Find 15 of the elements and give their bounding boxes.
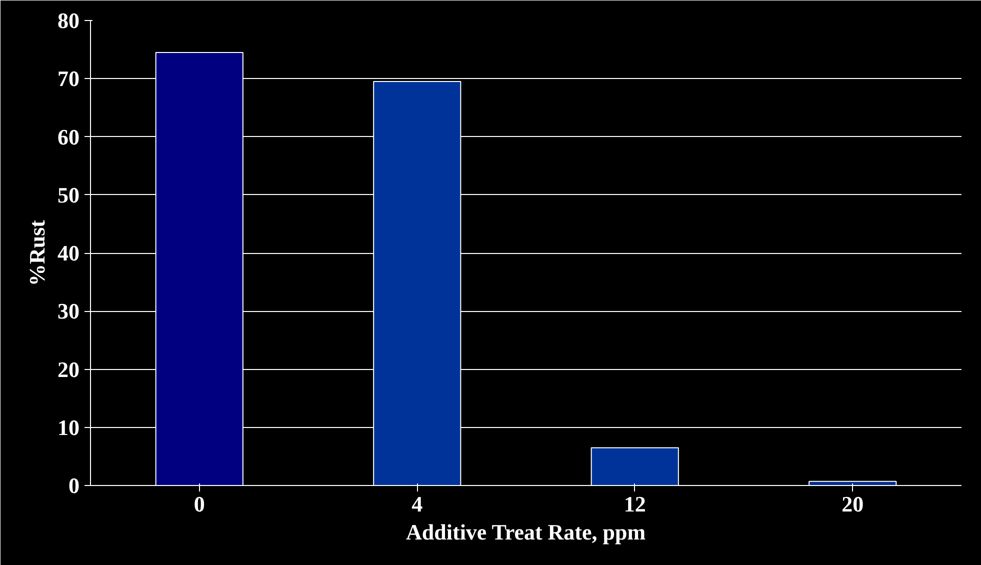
y-axis-title: %Rust <box>24 219 50 286</box>
y-tick-label: 80 <box>58 8 80 33</box>
x-tick-label: 20 <box>842 492 864 516</box>
x-axis-title: Additive Treat Rate, ppm <box>406 520 646 544</box>
y-tick-label: 30 <box>58 298 80 324</box>
y-tick-label: 40 <box>58 240 80 266</box>
x-tick-label: 4 <box>412 492 423 516</box>
y-tick-label: 60 <box>58 124 80 150</box>
y-tick-label: 0 <box>68 473 80 498</box>
x-tick-label: 0 <box>194 492 205 516</box>
y-tick-label: 10 <box>58 414 80 440</box>
y-tick-label: 50 <box>58 182 80 208</box>
y-tick-label: 20 <box>58 356 80 382</box>
x-tick-label: 12 <box>624 492 646 516</box>
y-tick-label: 70 <box>58 66 80 92</box>
